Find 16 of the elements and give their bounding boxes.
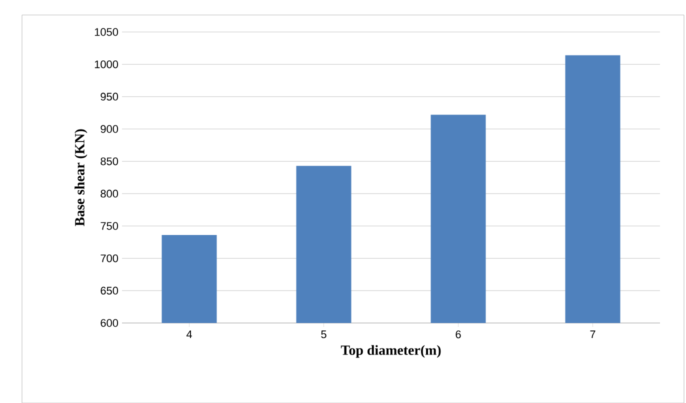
x-tick-label: 5 bbox=[321, 330, 326, 338]
y-tick-label: 800 bbox=[100, 190, 118, 198]
y-tick-label: 600 bbox=[100, 319, 118, 327]
y-tick-label: 650 bbox=[100, 286, 118, 294]
x-tick-label: 6 bbox=[456, 330, 461, 338]
y-tick-label: 700 bbox=[100, 254, 118, 262]
y-tick-label: 750 bbox=[100, 222, 118, 230]
x-tick-label: 4 bbox=[186, 330, 192, 338]
x-tick-label: 7 bbox=[590, 330, 596, 338]
y-tick-label: 1050 bbox=[94, 28, 118, 36]
y-tick-label: 1000 bbox=[94, 60, 118, 68]
y-tick-label: 900 bbox=[100, 125, 118, 133]
y-tick-label: 950 bbox=[100, 92, 118, 100]
y-axis-title: Base shear (KN) bbox=[74, 129, 88, 226]
y-tick-label: 850 bbox=[100, 157, 118, 166]
x-axis-title: Top diameter(m) bbox=[340, 345, 441, 358]
